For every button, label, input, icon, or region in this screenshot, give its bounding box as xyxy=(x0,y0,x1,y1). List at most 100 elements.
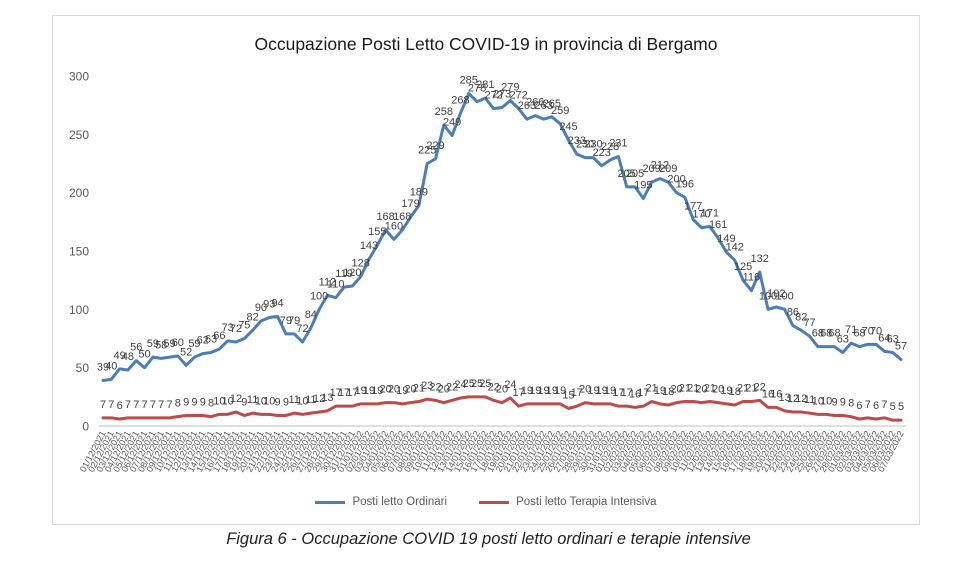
data-label: 7 xyxy=(881,399,887,411)
data-label: 19 xyxy=(363,385,375,397)
data-label: 84 xyxy=(305,309,317,321)
data-label: 82 xyxy=(795,311,807,323)
y-tick-label: 300 xyxy=(69,70,89,84)
data-label: 249 xyxy=(443,117,461,129)
data-label: 94 xyxy=(271,297,283,309)
data-label: 7 xyxy=(150,399,156,411)
data-label: 22 xyxy=(488,381,500,393)
data-label: 19 xyxy=(546,385,558,397)
y-tick-label: 50 xyxy=(76,361,90,375)
figure-caption: Figura 6 - Occupazione COVID 19 posti le… xyxy=(226,530,751,548)
data-label: 12 xyxy=(313,393,325,405)
data-label: 68 xyxy=(812,328,824,340)
data-label: 7 xyxy=(158,399,164,411)
data-label: 263 xyxy=(534,100,552,112)
data-label: 17 xyxy=(513,387,525,399)
data-label: 116 xyxy=(743,272,761,284)
data-label: 24 xyxy=(504,379,516,391)
y-axis: 0 50 100 150 200 250 300 xyxy=(69,70,89,434)
data-label: 225 xyxy=(418,145,436,157)
data-label: 19 xyxy=(604,385,616,397)
data-label: 21 xyxy=(646,383,658,395)
data-label: 60 xyxy=(172,337,184,349)
data-label: 11 xyxy=(247,394,258,406)
data-label: 259 xyxy=(551,105,569,117)
data-label: 171 xyxy=(701,208,719,220)
data-label: 72 xyxy=(230,323,242,335)
data-label: 5 xyxy=(898,401,904,413)
data-label: 79 xyxy=(280,315,292,327)
data-label: 8 xyxy=(848,398,854,410)
data-label: 229 xyxy=(426,140,444,152)
data-label: 18 xyxy=(729,386,741,398)
data-label: 77 xyxy=(803,317,815,329)
data-label: 149 xyxy=(717,233,735,245)
data-label: 112 xyxy=(319,276,337,288)
data-label: 13 xyxy=(779,392,791,404)
data-label: 19 xyxy=(521,385,533,397)
data-label: 13 xyxy=(321,392,333,404)
data-label: 285 xyxy=(460,75,478,87)
data-label: 230 xyxy=(584,139,602,151)
data-label: 19 xyxy=(554,385,566,397)
data-label: 93 xyxy=(263,299,275,311)
data-label: 6 xyxy=(873,400,879,412)
data-label: 19 xyxy=(587,385,599,397)
data-label: 205 xyxy=(618,168,636,180)
data-label: 20 xyxy=(670,384,682,396)
data-label: 161 xyxy=(709,219,727,231)
data-label: 132 xyxy=(751,253,769,265)
data-label: 142 xyxy=(726,241,744,253)
data-label: 155 xyxy=(368,226,386,238)
data-label: 268 xyxy=(451,94,469,106)
data-label: 196 xyxy=(676,178,694,190)
data-label: 11 xyxy=(804,394,815,406)
data-label: 17 xyxy=(330,387,342,399)
data-label: 79 xyxy=(288,315,300,327)
data-label: 58 xyxy=(155,339,167,351)
data-label: 9 xyxy=(200,397,206,409)
data-label: 25 xyxy=(471,378,483,390)
data-label: 86 xyxy=(787,307,799,319)
legend-label: Posti letto Ordinari xyxy=(352,496,448,508)
data-label: 170 xyxy=(692,209,710,221)
data-label: 66 xyxy=(213,330,225,342)
data-label: 64 xyxy=(878,332,890,344)
y-tick-label: 150 xyxy=(69,245,89,259)
data-label: 9 xyxy=(183,397,189,409)
data-label: 68 xyxy=(853,328,865,340)
data-label: 272 xyxy=(485,90,503,102)
data-label: 5 xyxy=(890,401,896,413)
data-label: 209 xyxy=(642,163,660,175)
data-label: 10 xyxy=(812,395,824,407)
data-label: 71 xyxy=(845,324,857,336)
data-label: 12 xyxy=(230,393,242,405)
data-label: 209 xyxy=(659,163,677,175)
data-label: 20 xyxy=(579,384,591,396)
data-label: 205 xyxy=(626,168,644,180)
data-label: 48 xyxy=(122,351,134,363)
data-label: 7 xyxy=(166,399,172,411)
data-label: 8 xyxy=(208,398,214,410)
data-label: 12 xyxy=(795,393,807,405)
data-label: 10 xyxy=(255,395,267,407)
data-label: 22 xyxy=(446,381,458,393)
data-label: 278 xyxy=(468,83,486,95)
data-label: 40 xyxy=(105,360,117,372)
data-label: 128 xyxy=(352,258,370,270)
data-label: 9 xyxy=(191,397,197,409)
data-label: 7 xyxy=(100,399,106,411)
data-label: 39 xyxy=(97,362,109,374)
chart-title: Occupazione Posti Letto COVID-19 in prov… xyxy=(254,34,718,54)
data-label: 49 xyxy=(114,350,126,362)
data-label: 20 xyxy=(388,384,400,396)
data-label: 68 xyxy=(820,328,832,340)
data-label: 59 xyxy=(163,338,175,350)
data-label: 57 xyxy=(895,341,907,353)
data-label: 231 xyxy=(609,138,627,150)
y-tick-label: 100 xyxy=(69,303,89,317)
data-label: 63 xyxy=(205,334,217,346)
data-label: 11 xyxy=(288,394,299,406)
data-label: 52 xyxy=(180,346,192,358)
